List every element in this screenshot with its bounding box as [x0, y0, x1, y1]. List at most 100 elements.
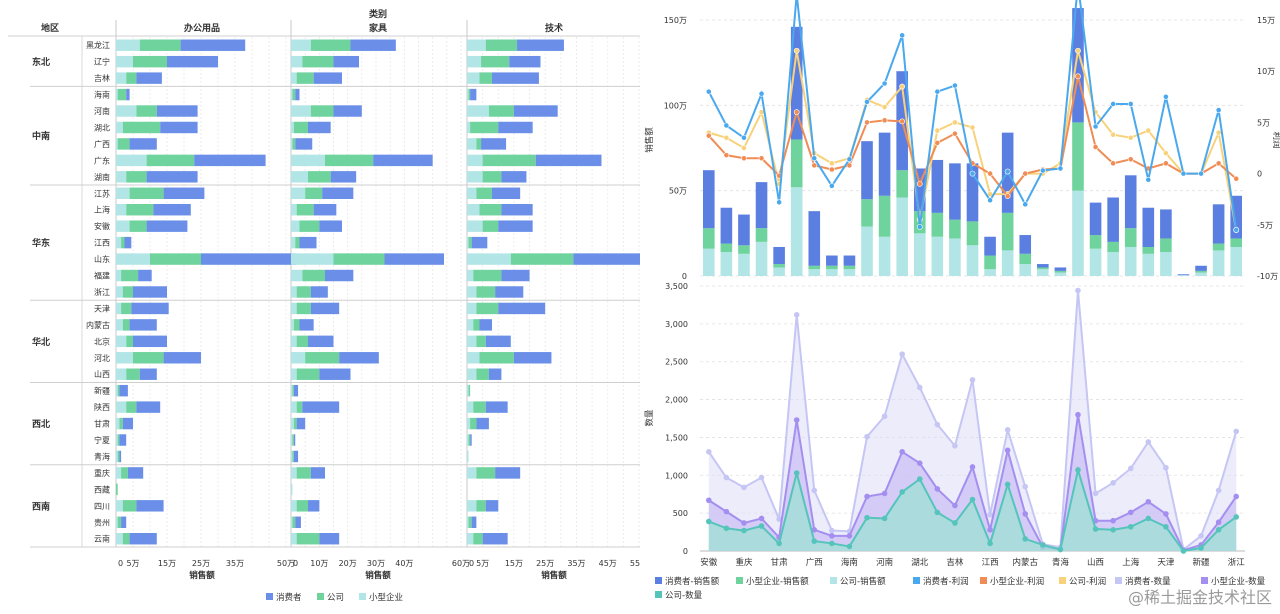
bar-segment — [117, 138, 130, 150]
top-bar-segment — [913, 168, 926, 212]
bar-segment — [485, 500, 499, 512]
bottom-area-point — [1145, 439, 1152, 445]
bar-segment — [291, 319, 294, 331]
bar-segment — [296, 72, 314, 84]
top-y2-tick: -5万 — [1257, 221, 1273, 230]
top-line-point — [1092, 123, 1099, 130]
bar-segment — [117, 516, 122, 528]
top-bar-segment — [1142, 246, 1155, 254]
bottom-x-tick: 安徽 — [700, 557, 718, 568]
bar-segment — [129, 319, 157, 331]
bar-segment — [291, 253, 334, 265]
bar-segment — [291, 434, 293, 446]
bar-segment — [291, 236, 296, 249]
bar-segment — [310, 467, 325, 479]
province-label: 河南 — [94, 106, 110, 116]
bottom-x-tick: 吉林 — [946, 557, 964, 568]
bar-segment — [116, 55, 133, 68]
legend-swatch-corporate — [317, 593, 324, 600]
bar-segment — [467, 286, 477, 298]
bar-segment — [139, 39, 181, 51]
bottom-area-point — [934, 486, 941, 492]
top-line-point — [952, 119, 958, 126]
bar-segment — [291, 352, 306, 364]
x-tick-label: 0 — [293, 559, 298, 568]
x-tick-label: 40万 — [395, 559, 413, 568]
province-label: 上海 — [94, 205, 110, 215]
bar-segment — [116, 500, 123, 512]
bar-segment — [467, 154, 483, 167]
bar-segment — [513, 352, 552, 364]
bar-segment — [467, 467, 477, 479]
top-bar-segment — [1160, 238, 1172, 253]
bottom-x-tick: 重庆 — [735, 557, 753, 568]
top-bar-segment — [1230, 195, 1243, 239]
top-line-point — [899, 118, 906, 125]
bar-segment — [293, 417, 297, 430]
bar-segment — [467, 220, 483, 232]
top-line-point — [793, 47, 800, 54]
top-line-point — [881, 117, 888, 124]
bar-segment — [467, 121, 471, 134]
bar-segment — [116, 401, 127, 413]
bottom-y-tick: 2,000 — [665, 396, 688, 405]
bar-segment — [291, 450, 293, 463]
top-bar-segment — [1037, 264, 1049, 268]
top-bar-segment — [931, 159, 944, 213]
bar-segment — [501, 269, 530, 282]
x-tick-label: 50万 — [277, 559, 295, 568]
bar-segment — [291, 368, 297, 380]
bar-segment — [302, 55, 334, 68]
bar-segment — [116, 368, 127, 380]
province-label: 安徽 — [94, 221, 110, 231]
top-bar-segment — [1072, 190, 1084, 276]
bar-segment — [476, 500, 486, 512]
top-bar-segment — [913, 233, 926, 276]
bar-segment — [296, 467, 311, 479]
top-line-point — [828, 160, 835, 167]
bar-segment — [467, 384, 469, 397]
top-bar-segment — [755, 241, 768, 276]
top-line-point — [828, 166, 835, 173]
top-line-point — [793, 109, 800, 116]
bottom-x-tick: 新疆 — [1193, 557, 1211, 568]
bottom-y-axis-label: 数量 — [644, 409, 655, 427]
top-bar-segment — [1089, 248, 1102, 276]
bar-segment — [116, 39, 140, 51]
bottom-area-point — [811, 527, 818, 533]
bar-segment — [136, 105, 157, 117]
top-bar-segment — [1160, 209, 1172, 239]
bar-segment — [495, 467, 521, 479]
top-line-point — [1127, 101, 1134, 107]
bar-segment — [167, 55, 218, 68]
top-bar-segment — [738, 214, 750, 246]
bar-segment — [119, 434, 127, 446]
bar-segment — [296, 335, 308, 348]
bottom-x-tick: 河南 — [876, 557, 893, 568]
province-label: 贵州 — [94, 517, 110, 527]
region-label: 华东 — [32, 237, 50, 249]
province-label: 甘肃 — [94, 419, 110, 429]
x-tick-label: 15万 — [158, 559, 176, 568]
bottom-area-point — [1127, 465, 1134, 472]
bottom-area-point — [934, 509, 941, 516]
region-label: 华北 — [32, 336, 50, 348]
top-bar-segment — [966, 245, 979, 276]
bottom-area-point — [864, 514, 870, 521]
right-legend-swatch — [655, 577, 662, 584]
bar-segment — [116, 516, 118, 528]
top-bar-segment — [720, 243, 733, 253]
bottom-area-point — [1127, 509, 1134, 516]
right-legend-label: 公司-利润 — [1069, 576, 1106, 587]
top-line-point — [987, 170, 993, 177]
bar-segment — [476, 368, 489, 380]
bottom-area-point — [846, 543, 853, 550]
top-line-point — [1075, 73, 1081, 80]
bar-segment — [492, 72, 539, 84]
top-bar-segment — [931, 212, 944, 237]
bar-segment — [291, 467, 297, 479]
bar-segment — [468, 88, 471, 101]
bar-segment — [470, 417, 477, 430]
bottom-y-tick: 3,500 — [665, 282, 688, 291]
